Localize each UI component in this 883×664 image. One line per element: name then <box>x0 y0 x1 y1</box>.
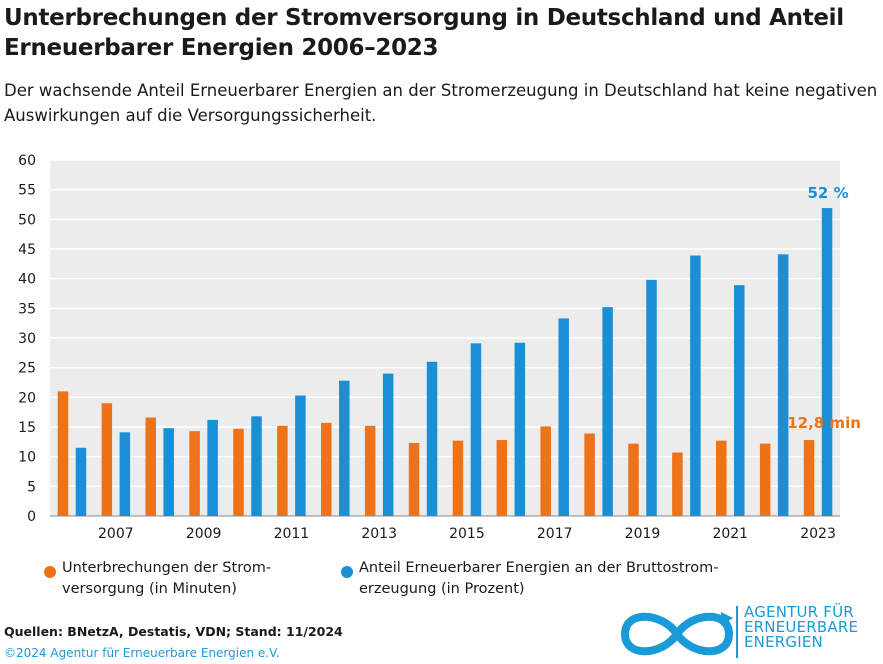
bar-interruptions-2021 <box>716 440 727 516</box>
bar-renewables-2014 <box>426 361 438 516</box>
legend-orange-marker <box>44 566 56 578</box>
legend-renewables-line2: erzeugung (in Prozent) <box>359 581 525 597</box>
y-tick-label: 30 <box>18 331 36 347</box>
legend-renewables-line1: Anteil Erneuerbarer Energien an der Brut… <box>359 560 719 576</box>
bar-interruptions-2023 <box>803 440 815 516</box>
bar-renewables-2010 <box>251 416 262 516</box>
legend-item-interruptions: Unterbrechungen der Strom- versorgung (i… <box>62 558 271 600</box>
bar-interruptions-2015 <box>452 440 464 516</box>
y-tick-label: 35 <box>18 301 36 317</box>
bar-interruptions-2018 <box>584 433 595 516</box>
bar-renewables-2018 <box>602 307 613 516</box>
legend-item-renewables: Anteil Erneuerbarer Energien an der Brut… <box>359 558 718 600</box>
y-tick-label: 5 <box>27 479 36 495</box>
y-tick-label: 25 <box>18 361 36 377</box>
bar-renewables-2009 <box>207 419 218 516</box>
bar-renewables-2022 <box>777 254 789 516</box>
bar-renewables-2013 <box>382 373 394 516</box>
legend-interruptions-line1: Unterbrechungen der Strom- <box>62 560 272 576</box>
y-tick-label: 10 <box>18 450 36 466</box>
logo-text: AGENTUR FÜR ERNEUERBARE ENERGIEN <box>744 605 858 650</box>
x-tick-label: 2015 <box>449 526 485 542</box>
y-tick-label: 45 <box>18 242 36 258</box>
infinity-icon <box>621 612 733 656</box>
legend-interruptions-line2: versorgung (in Minuten) <box>62 581 237 597</box>
x-tick-label: 2013 <box>361 526 397 542</box>
bar-chart: 0 5 10 15 20 25 30 35 40 45 50 55 60 2007 2009 2011 2013… <box>18 153 861 542</box>
y-tick-label: 55 <box>18 183 36 199</box>
logo-line3: ENERGIEN <box>744 633 823 651</box>
bar-interruptions-2013 <box>364 425 376 516</box>
bar-renewables-2006 <box>75 447 87 516</box>
y-tick-label: 15 <box>18 420 36 436</box>
y-tick-label: 50 <box>18 212 36 228</box>
bar-renewables-2023 <box>821 208 833 516</box>
annotation-interruptions-2023: 12,8 min <box>787 414 861 432</box>
bar-interruptions-2022 <box>759 443 771 516</box>
bar-renewables-2016 <box>514 342 526 516</box>
bar-interruptions-2006 <box>57 391 69 516</box>
bar-interruptions-2020 <box>672 452 683 516</box>
bar-interruptions-2010 <box>233 428 244 516</box>
chart-title: Unterbrechungen der Stromversorgung in D… <box>4 5 844 61</box>
bar-renewables-2019 <box>646 279 657 516</box>
bar-renewables-2012 <box>339 380 350 516</box>
bar-interruptions-2017 <box>540 426 551 516</box>
bar-interruptions-2012 <box>321 422 332 516</box>
annotation-renewables-2023: 52 % <box>807 184 848 202</box>
x-tick-label: 2019 <box>625 526 661 542</box>
logo-line2: ERNEUERBARE <box>744 618 859 636</box>
x-tick-label: 2007 <box>98 526 134 542</box>
bar-renewables-2015 <box>470 343 482 516</box>
bar-interruptions-2014 <box>408 443 420 516</box>
logo-line1: AGENTUR FÜR <box>744 603 854 621</box>
bar-interruptions-2016 <box>496 440 508 516</box>
bar-renewables-2011 <box>295 395 306 516</box>
y-tick-label: 60 <box>18 153 36 169</box>
bar-interruptions-2019 <box>628 443 639 516</box>
legend-blue-marker <box>341 566 353 578</box>
x-tick-label: 2023 <box>800 526 836 542</box>
x-tick-label: 2021 <box>712 526 748 542</box>
bar-interruptions-2009 <box>189 431 200 516</box>
x-tick-label: 2011 <box>274 526 310 542</box>
x-tick-label: 2009 <box>186 526 222 542</box>
chart-subtitle: Der wachsende Anteil Erneuerbarer Energi… <box>4 81 878 125</box>
bar-interruptions-2008 <box>145 417 156 516</box>
bar-renewables-2007 <box>119 432 131 516</box>
bar-renewables-2008 <box>163 428 174 516</box>
bar-renewables-2017 <box>558 318 569 516</box>
x-tick-label: 2017 <box>537 526 573 542</box>
bar-renewables-2021 <box>734 285 745 516</box>
y-tick-label: 20 <box>18 390 36 406</box>
sources-note: Quellen: BNetzA, Destatis, VDN; Stand: 1… <box>4 624 343 639</box>
y-tick-label: 0 <box>27 509 36 525</box>
logo-divider <box>736 606 738 658</box>
bar-renewables-2020 <box>690 255 701 516</box>
y-tick-label: 40 <box>18 272 36 288</box>
bar-interruptions-2007 <box>101 403 113 516</box>
copyright-note: ©2024 Agentur für Erneuerbare Energien e… <box>4 646 280 660</box>
bar-interruptions-2011 <box>277 425 288 516</box>
